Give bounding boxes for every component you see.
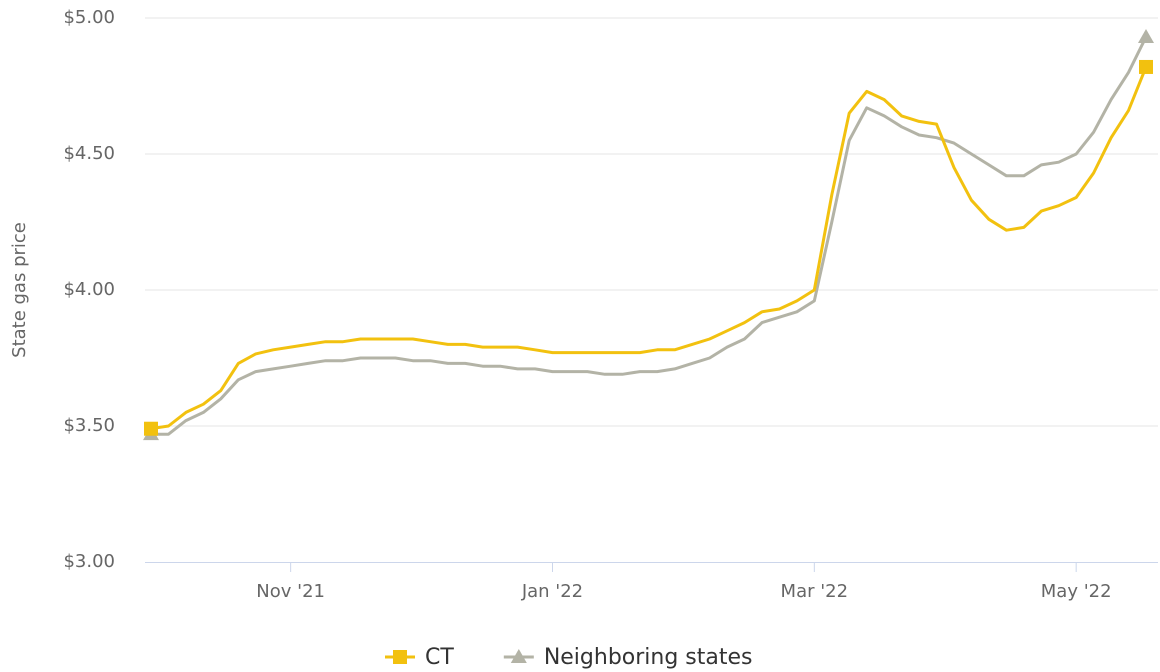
series-line — [151, 36, 1148, 436]
y-tick-label: $3.00 — [63, 551, 115, 572]
legend-item: Neighboring states — [503, 645, 753, 670]
y-tick-label: $4.00 — [63, 279, 115, 300]
legend-marker — [393, 650, 407, 664]
legend-item: CT — [385, 645, 454, 670]
y-tick-label: $4.50 — [63, 143, 115, 164]
point-marker — [1138, 29, 1154, 44]
point-marker — [144, 421, 158, 436]
y-tick-label: $5.00 — [63, 7, 115, 28]
y-tick-label: $3.50 — [63, 415, 115, 436]
x-tick-label: Jan '22 — [521, 581, 583, 602]
x-tick-label: Mar '22 — [781, 581, 849, 602]
x-tick-label: Nov '21 — [256, 581, 325, 602]
legend-label: CT — [425, 645, 454, 670]
legend-marker — [510, 649, 527, 663]
legend-label: Neighboring states — [544, 645, 753, 670]
point-marker — [1139, 59, 1153, 74]
series-line — [150, 66, 1148, 431]
x-tick-label: May '22 — [1041, 581, 1112, 602]
y-axis-label: State gas price — [9, 222, 30, 358]
